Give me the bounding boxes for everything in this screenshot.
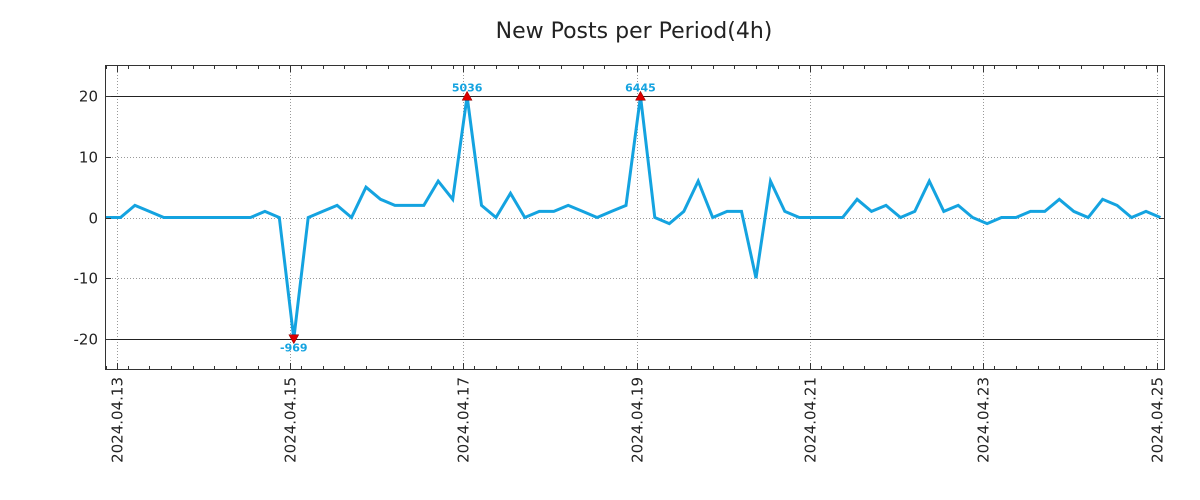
x-tick-label: 2024.04.21: [802, 377, 820, 463]
y-tick-label: -20: [74, 331, 99, 349]
x-tick-label: 2024.04.23: [975, 377, 993, 463]
chart-title: New Posts per Period(4h): [496, 19, 773, 44]
x-tick-label: 2024.04.13: [109, 377, 127, 463]
axes: -20 -10 0 10 20 2024.04.13 2024.04.15 2024.04.1…: [74, 66, 1167, 463]
annotations: 5036 6445 -969: [280, 81, 656, 354]
x-tick-label: 2024.04.15: [282, 377, 300, 463]
y-tick-label: 10: [79, 149, 98, 167]
annotation-label: 6445: [625, 81, 656, 94]
annotation-label: -969: [280, 342, 308, 355]
reference-lines: [106, 96, 1164, 340]
plot-frame: [105, 65, 1165, 370]
peak-marker: [635, 90, 646, 101]
x-tick-label: 2024.04.19: [629, 377, 647, 463]
trough-marker: [288, 334, 300, 345]
y-tick-label: 0: [88, 210, 98, 228]
annotation-label: 5036: [452, 81, 483, 94]
series-line: [106, 96, 1161, 339]
peak-marker: [461, 90, 473, 101]
x-tick-label: 2024.04.25: [1149, 377, 1167, 463]
y-tick-label: -10: [74, 270, 99, 288]
series-layer: [106, 96, 1161, 339]
y-tick-label: 20: [79, 88, 98, 106]
x-tick-label: 2024.04.17: [455, 377, 473, 463]
